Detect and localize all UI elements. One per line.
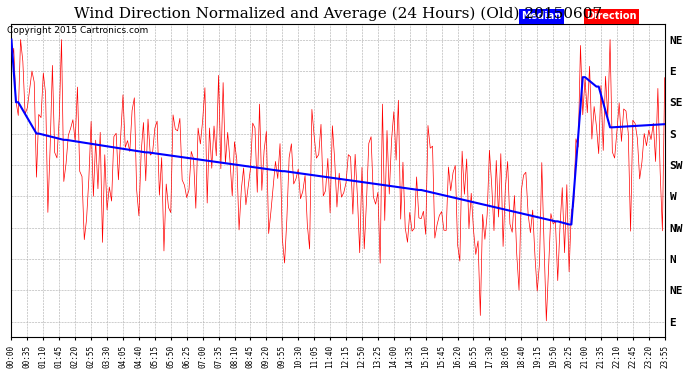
Text: Median: Median [521,11,561,21]
Title: Wind Direction Normalized and Average (24 Hours) (Old) 20150607: Wind Direction Normalized and Average (2… [74,7,602,21]
Text: Copyright 2015 Cartronics.com: Copyright 2015 Cartronics.com [7,26,148,35]
Text: Direction: Direction [586,11,637,21]
